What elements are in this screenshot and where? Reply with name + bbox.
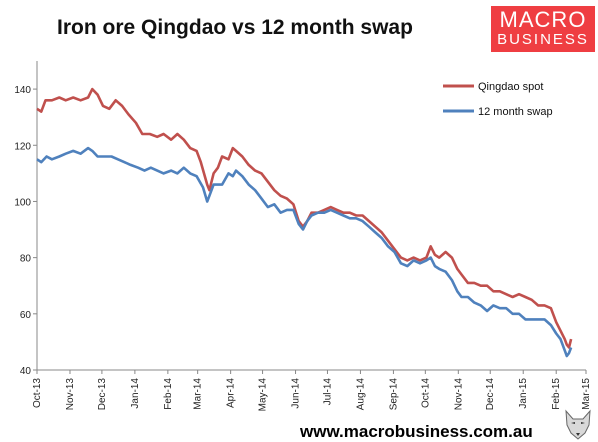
logo-line-2: BUSINESS (497, 31, 589, 48)
x-tick-label: May-14 (258, 378, 269, 412)
logo-line-1: MACRO (499, 7, 587, 32)
x-tick-label: Jan-15 (518, 378, 529, 409)
x-tick-label: Jul-14 (322, 378, 333, 406)
x-tick-label: Nov-13 (65, 378, 76, 411)
x-tick-label: Sep-14 (388, 378, 399, 411)
series-line-12-month-swap (36, 146, 573, 358)
x-axis-ticks: Oct-13 Nov-13 Dec-13 Jan-14 Feb-14 Mar-14 Apr-… (32, 370, 592, 411)
x-tick-label: Jun-14 (291, 378, 302, 409)
x-tick-label: Dec-14 (485, 378, 496, 411)
x-tick-label: Jan-14 (130, 378, 141, 409)
fox-mascot-icon (565, 409, 591, 440)
x-tick-label: Feb-14 (163, 378, 174, 410)
y-tick-label: 100 (14, 197, 31, 208)
macrobusiness-logo: MACRO BUSINESS (491, 6, 595, 52)
x-tick-label: Aug-14 (355, 378, 366, 411)
x-tick-label: Nov-14 (453, 378, 464, 411)
y-tick-label: 60 (20, 310, 32, 321)
series-lines (36, 87, 573, 358)
x-tick-label: Oct-13 (32, 378, 43, 408)
y-tick-label: 120 (14, 141, 31, 152)
chart-title: Iron ore Qingdao vs 12 month swap (57, 16, 413, 39)
legend-label: 12 month swap (478, 106, 553, 118)
x-tick-label: Oct-14 (420, 378, 431, 408)
y-tick-label: 80 (20, 254, 32, 265)
chart-legend: Qingdao spot 12 month swap (443, 81, 553, 118)
x-tick-label: Mar-15 (581, 378, 592, 410)
chart-axes (36, 61, 586, 371)
y-axis-ticks: 40 60 80 100 120 140 (14, 85, 37, 377)
x-tick-label: Mar-14 (193, 378, 204, 410)
x-tick-label: Apr-14 (226, 378, 237, 408)
y-tick-label: 40 (20, 366, 32, 377)
x-tick-label: Dec-13 (97, 378, 108, 411)
footer-url: www.macrobusiness.com.au (300, 422, 533, 441)
x-tick-label: Feb-15 (551, 378, 562, 410)
legend-label: Qingdao spot (478, 81, 543, 93)
y-tick-label: 140 (14, 85, 31, 96)
